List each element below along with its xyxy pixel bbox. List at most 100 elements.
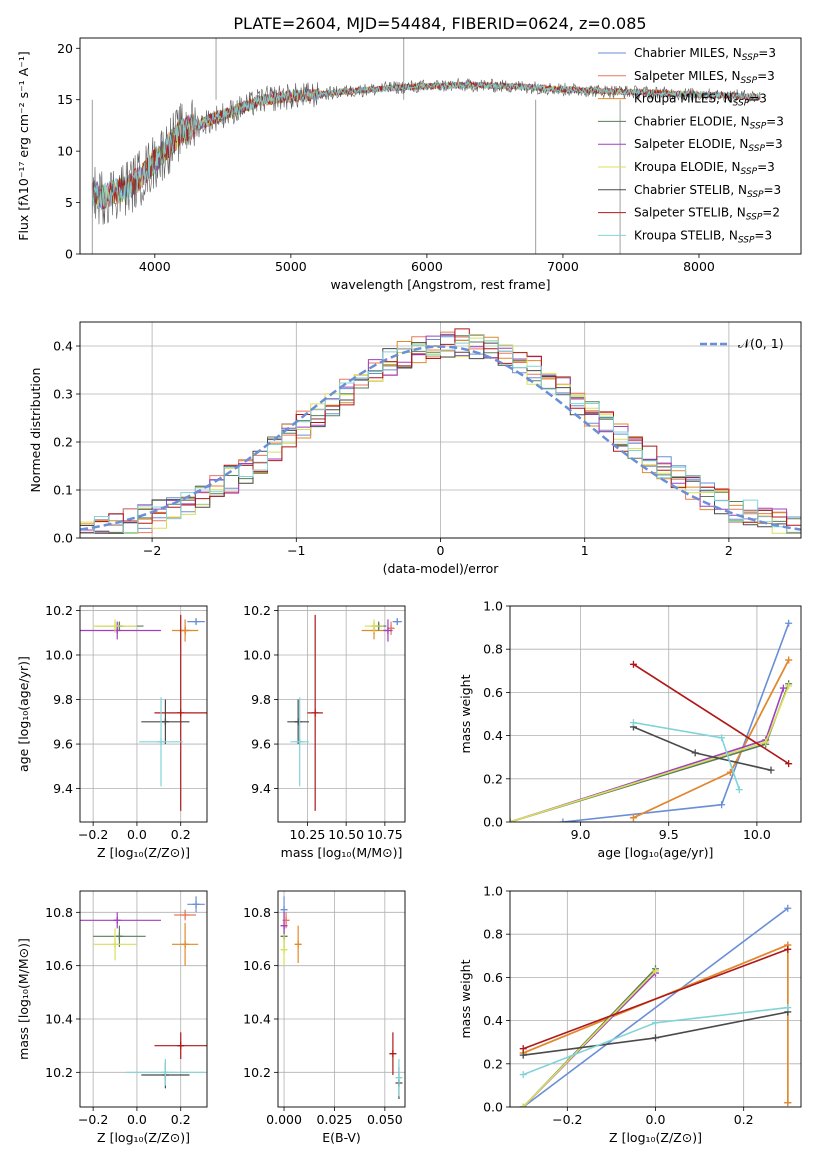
x-tick-label: 7000 — [547, 259, 579, 274]
y-tick-label: 10.2 — [243, 603, 271, 618]
plot-area — [287, 614, 402, 811]
axes-frame — [79, 890, 208, 1108]
y-tick-label: 10.0 — [243, 647, 271, 662]
series-path — [522, 970, 657, 1107]
data-marker — [395, 1074, 403, 1082]
chart-mass-vs-Z: −0.2 0.0 0.2 10.2 10.4 10.6 10.8 Z [log₁₀(Z/Z⊙)… — [16, 890, 208, 1145]
errorbar-point — [364, 619, 384, 633]
y-tick-label: 0.6 — [483, 970, 503, 985]
data-marker — [779, 684, 787, 692]
x-tick-label: 0.0 — [127, 827, 147, 842]
data-marker — [784, 1004, 792, 1012]
errorbar-point — [383, 619, 393, 642]
legend-label: Salpeter MILES, NSSP=3 — [634, 69, 775, 86]
data-marker — [762, 738, 770, 746]
errorbar-point — [187, 896, 205, 913]
y-tick-label: 9.4 — [251, 781, 271, 796]
y-axis-label: Flux [fλ10⁻¹⁷ erg cm⁻² s⁻¹ A⁻¹] — [16, 51, 31, 240]
errorbar-point — [93, 928, 137, 961]
y-tick-label: 10.2 — [243, 1065, 271, 1080]
y-tick-label: 15 — [57, 92, 73, 107]
y-tick-label: 10.8 — [243, 905, 271, 920]
spectrum-line — [91, 81, 761, 211]
y-axis-label: mass weight — [458, 674, 473, 753]
x-tick-label: −0.2 — [78, 827, 108, 842]
data-marker — [784, 945, 792, 953]
axes-frame — [79, 37, 802, 255]
x-tick-label: 10.25 — [290, 827, 326, 842]
data-marker — [296, 738, 304, 746]
normal-curve — [80, 345, 801, 531]
x-axis-label: (data-model)/error — [383, 561, 500, 576]
series-line — [519, 945, 792, 1053]
data-marker — [784, 1099, 792, 1107]
legend: Chabrier MILES, NSSP=3 Salpeter MILES, NS… — [598, 46, 784, 245]
data-marker — [157, 738, 165, 746]
y-tick-label: 0 — [65, 247, 73, 262]
errorbar-point — [395, 1059, 403, 1097]
data-marker — [280, 922, 288, 930]
x-tick-label: −0.2 — [552, 1112, 582, 1127]
plot-area — [510, 619, 793, 822]
x-tick-label: 2 — [725, 543, 733, 558]
x-tick-label: −2 — [143, 543, 161, 558]
x-tick-label: 10.75 — [367, 827, 403, 842]
y-tick-label: 10.4 — [45, 1012, 73, 1027]
plot-area — [80, 896, 207, 1089]
y-tick-label: 10.8 — [45, 905, 73, 920]
x-tick-label: 0.0 — [646, 1112, 666, 1127]
y-tick-label: 0.4 — [483, 728, 503, 743]
legend-label: Salpeter STELIB, NSSP=2 — [634, 206, 780, 223]
y-tick-label: 0.0 — [53, 531, 73, 546]
data-marker — [115, 932, 123, 940]
errorbar-point — [80, 621, 162, 640]
series-line — [510, 682, 793, 822]
chart-weight-vs-age: 9.0 9.5 10.0 0.0 0.2 0.4 0.6 0.8 1.0 age [log₁₀(a… — [458, 599, 802, 860]
y-axis-label: mass [log₁₀(M/M⊙)] — [16, 938, 31, 1060]
x-tick-label: 6000 — [411, 259, 443, 274]
legend-label: Kroupa ELODIE, NSSP=3 — [634, 160, 775, 177]
series-line — [519, 967, 659, 1107]
series-line — [510, 684, 787, 822]
chart-residuals: −2 −1 0 1 2 0.0 0.1 0.2 0.3 0.4 (data-model)/error… — [28, 321, 802, 576]
errorbar-point — [154, 614, 207, 811]
data-marker — [652, 1034, 659, 1042]
errorbar-point — [392, 618, 402, 626]
data-marker — [691, 749, 699, 757]
errorbar-point — [125, 1059, 205, 1086]
series-path — [562, 623, 790, 822]
x-axis-label: mass [log₁₀(M/M⊙)] — [281, 845, 403, 860]
errorbar-point — [93, 925, 146, 947]
series-path — [633, 663, 790, 765]
y-tick-label: 0.6 — [483, 685, 503, 700]
data-marker — [192, 900, 200, 908]
y-axis-label: age [log₁₀(age/yr)] — [16, 656, 31, 772]
data-marker — [629, 660, 637, 668]
errorbar-point — [139, 697, 183, 787]
data-marker — [161, 1068, 169, 1076]
chart-spectrum: 4000 5000 6000 7000 8000 0 5 10 15 20 wavelength [… — [16, 37, 802, 292]
x-tick-label: 9.0 — [571, 827, 591, 842]
series-path — [522, 948, 789, 1050]
x-tick-label: 0.050 — [367, 1112, 403, 1127]
y-tick-label: 0.2 — [483, 1056, 503, 1071]
x-tick-label: 0.2 — [171, 1112, 191, 1127]
data-marker — [519, 1051, 527, 1059]
y-tick-label: 9.6 — [251, 737, 271, 752]
x-tick-label: 0.0 — [127, 1112, 147, 1127]
data-marker — [111, 622, 119, 630]
y-tick-label: 0.0 — [483, 815, 503, 830]
y-tick-label: 0.2 — [483, 771, 503, 786]
data-marker — [280, 906, 288, 914]
y-axis-label: Normed distribution — [28, 368, 43, 493]
y-tick-label: 0.8 — [483, 927, 503, 942]
chart-weight-vs-Z: −0.2 0.0 0.2 0.0 0.2 0.4 0.6 0.8 1.0 Z [log₁₀(Z/Z… — [458, 884, 802, 1145]
plot-area — [280, 896, 403, 1099]
data-marker — [294, 940, 302, 948]
axes-frame — [277, 890, 406, 1108]
data-marker — [111, 940, 119, 948]
data-marker — [519, 1045, 527, 1053]
errorbar-point — [187, 618, 205, 626]
x-tick-label: −1 — [287, 543, 305, 558]
